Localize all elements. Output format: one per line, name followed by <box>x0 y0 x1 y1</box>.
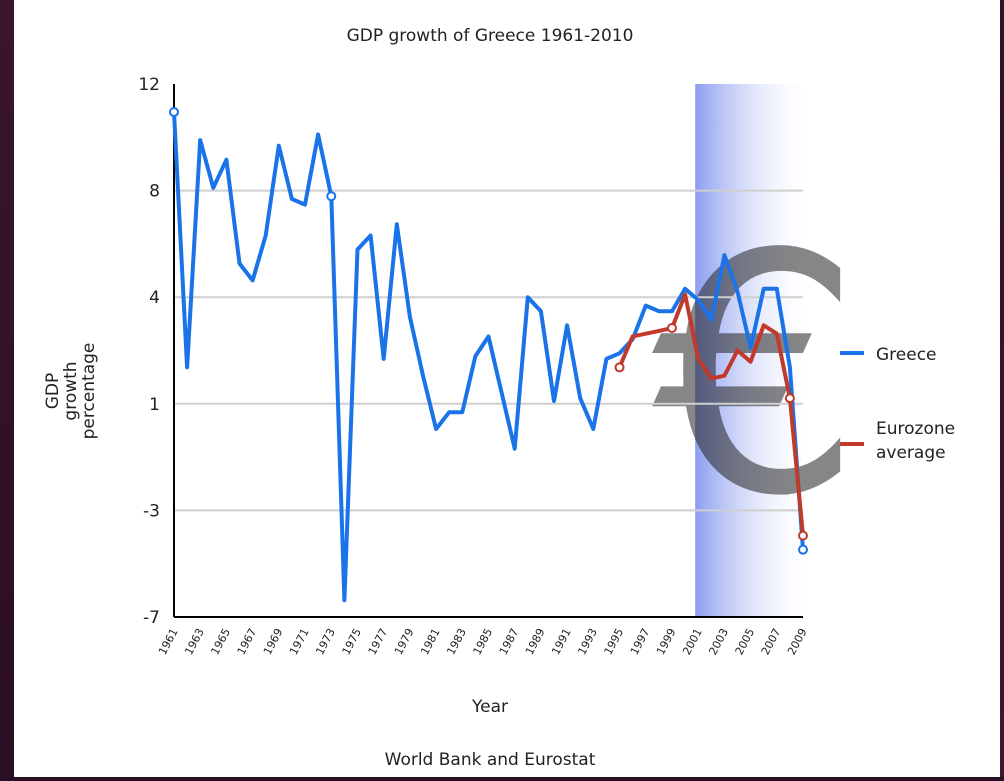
data-point-marker <box>614 362 625 373</box>
y-tick-labels: 12 8 4 1 -3 -7 <box>138 75 160 628</box>
x-tick-label: 1965 <box>208 626 233 657</box>
x-tick-label: 1991 <box>549 626 574 657</box>
data-point-marker <box>666 323 677 334</box>
chart-card: GDP growth of Greece 1961-2010 € 12 8 4 1 -3… <box>14 0 1000 777</box>
y-tick-label: 4 <box>149 288 160 308</box>
eurozone-highlight-band: € <box>652 84 862 617</box>
x-tick-label: 2005 <box>733 626 758 657</box>
y-tick-label: 12 <box>138 75 160 95</box>
x-tick-label: 1973 <box>313 626 338 657</box>
x-tick-label: 1987 <box>497 626 522 657</box>
x-tick-labels: 1961 1963 1965 1967 1969 1971 1973 1975 1977 1979… <box>156 626 810 657</box>
data-point-marker <box>798 530 808 541</box>
chart-title: GDP growth of Greece 1961-2010 <box>347 26 634 46</box>
x-tick-label: 1995 <box>602 626 627 657</box>
x-tick-label: 2009 <box>785 626 810 657</box>
y-tick-label: 8 <box>149 182 160 202</box>
x-tick-label: 1961 <box>156 626 181 657</box>
series-line-0 <box>172 110 805 603</box>
x-tick-label: 1989 <box>523 626 548 657</box>
chart-svg: GDP growth of Greece 1961-2010 € 12 8 4 1 -3… <box>43 26 955 770</box>
x-tick-label: 1997 <box>628 626 653 657</box>
x-tick-label: 1985 <box>471 626 496 657</box>
legend: Greece Eurozone average <box>840 345 955 463</box>
series-markers <box>169 107 808 555</box>
data-point-marker <box>798 544 808 555</box>
legend-label-greece: Greece <box>876 345 937 365</box>
y-tick-label: -7 <box>143 608 160 628</box>
x-tick-label: 2007 <box>759 626 784 657</box>
x-tick-label: 2001 <box>680 626 705 657</box>
x-tick-label: 1993 <box>575 626 600 657</box>
y-axis-label-line-1: GDP <box>43 373 63 410</box>
axes <box>173 84 803 618</box>
x-tick-label: 1967 <box>235 626 260 657</box>
y-axis-label-line-3: percentage <box>79 343 99 440</box>
x-tick-label: 1971 <box>287 626 312 657</box>
x-tick-label: 1983 <box>444 626 469 657</box>
y-tick-label: -3 <box>143 501 160 521</box>
legend-label-eurozone-2: average <box>876 443 946 463</box>
y-tick-label: 1 <box>149 395 160 415</box>
data-point-marker <box>169 107 179 118</box>
source-note: World Bank and Eurostat <box>385 750 596 770</box>
x-tick-label: 1975 <box>339 626 364 657</box>
series-line-1 <box>617 292 805 538</box>
data-point-marker <box>784 393 795 404</box>
x-tick-label: 1977 <box>366 626 391 657</box>
x-tick-label: 1981 <box>418 626 443 657</box>
x-tick-label: 1969 <box>261 626 286 657</box>
y-axis-label: GDP growth percentage <box>43 343 99 440</box>
x-tick-label: 2003 <box>706 626 731 657</box>
legend-label-eurozone: Eurozone <box>876 419 955 439</box>
y-axis-label-line-2: growth <box>61 361 81 420</box>
x-tick-label: 1963 <box>182 626 207 657</box>
x-tick-label: 1999 <box>654 626 679 657</box>
x-tick-label: 1979 <box>392 626 417 657</box>
data-point-marker <box>326 191 337 202</box>
euro-watermark: € <box>652 184 862 568</box>
series-lines <box>172 110 805 603</box>
x-axis-label: Year <box>471 697 508 717</box>
grid-lines <box>174 189 803 512</box>
